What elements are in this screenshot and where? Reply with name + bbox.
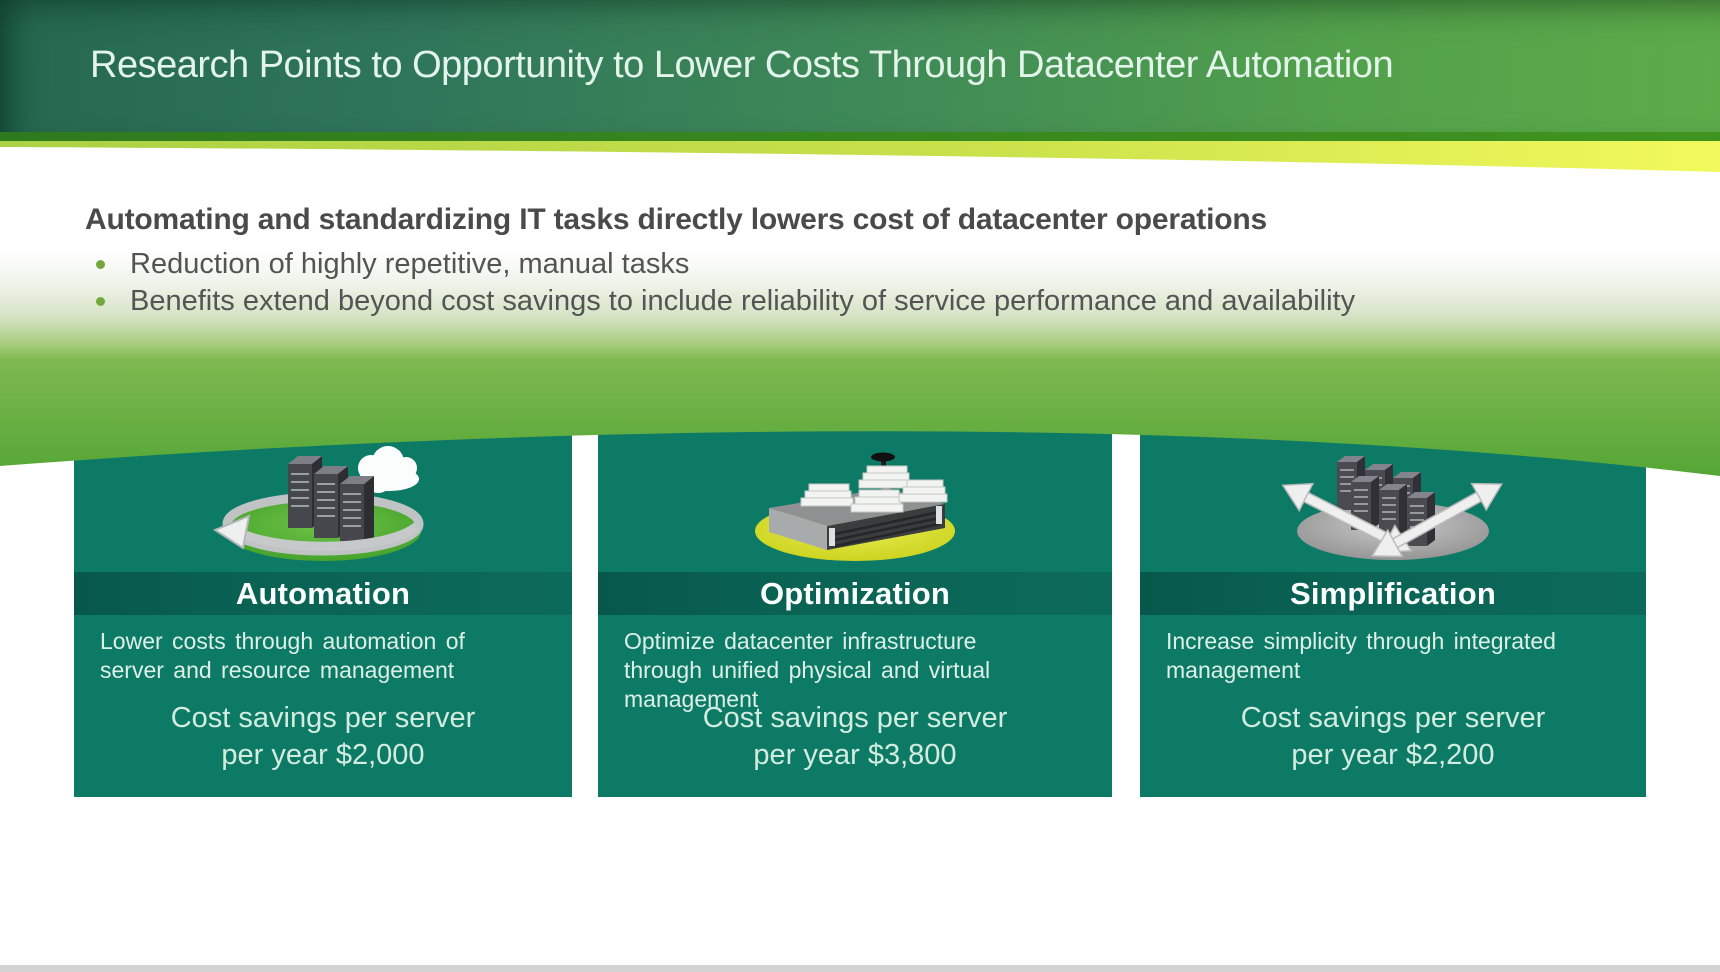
intro-block: Automating and standardizing IT tasks di…	[85, 203, 1415, 321]
cost-line-2: per year $2,200	[1291, 739, 1495, 771]
card-title-band: Optimization	[598, 572, 1112, 615]
card-cost-savings: Cost savings per server per year $2,200	[1140, 700, 1646, 774]
footer-strip	[0, 965, 1720, 972]
cost-line-2: per year $2,000	[221, 739, 425, 771]
card-automation: Automation Lower costs through automatio…	[74, 400, 572, 797]
simplification-servers-arrows-icon	[1281, 456, 1504, 560]
header-band: Research Points to Opportunity to Lower …	[0, 0, 1720, 132]
card-description: Optimize datacenter infrastructure throu…	[624, 628, 991, 712]
card-title-band: Simplification	[1140, 572, 1646, 615]
bullet-item: Reduction of highly repetitive, manual t…	[85, 247, 1385, 282]
card-optimization: Optimization Optimize datacenter infrast…	[598, 400, 1112, 797]
card-description: Lower costs through automation of server…	[100, 628, 465, 683]
card-simplification: Simplification Increase simplicity throu…	[1140, 400, 1646, 797]
card-cost-savings: Cost savings per server per year $3,800	[598, 700, 1112, 774]
optimization-rack-icon	[755, 452, 955, 561]
card-cost-savings: Cost savings per server per year $2,000	[74, 700, 572, 774]
green-fade-background	[0, 225, 1720, 360]
cost-line-1: Cost savings per server	[170, 702, 476, 734]
header-swoosh-wedge	[0, 141, 1720, 172]
header-dark-strip	[0, 132, 1720, 141]
intro-heading: Automating and standardizing IT tasks di…	[85, 203, 1267, 236]
green-swoosh-band	[0, 360, 1720, 476]
card-title: Optimization	[759, 575, 951, 611]
slide-title: Research Points to Opportunity to Lower …	[90, 44, 1394, 86]
card-title-band: Automation	[74, 572, 572, 615]
cost-line-1: Cost savings per server	[702, 702, 1008, 734]
automation-servers-cloud-icon	[212, 446, 424, 561]
cost-line-1: Cost savings per server	[1240, 702, 1546, 734]
card-description: Increase simplicity through integrated m…	[1166, 628, 1556, 683]
card-title: Automation	[235, 575, 411, 611]
cost-line-2: per year $3,800	[753, 739, 957, 771]
card-title: Simplification	[1289, 575, 1497, 611]
bullet-item: Benefits extend beyond cost savings to i…	[85, 284, 1385, 319]
intro-bullet-list: Reduction of highly repetitive, manual t…	[85, 247, 1415, 319]
